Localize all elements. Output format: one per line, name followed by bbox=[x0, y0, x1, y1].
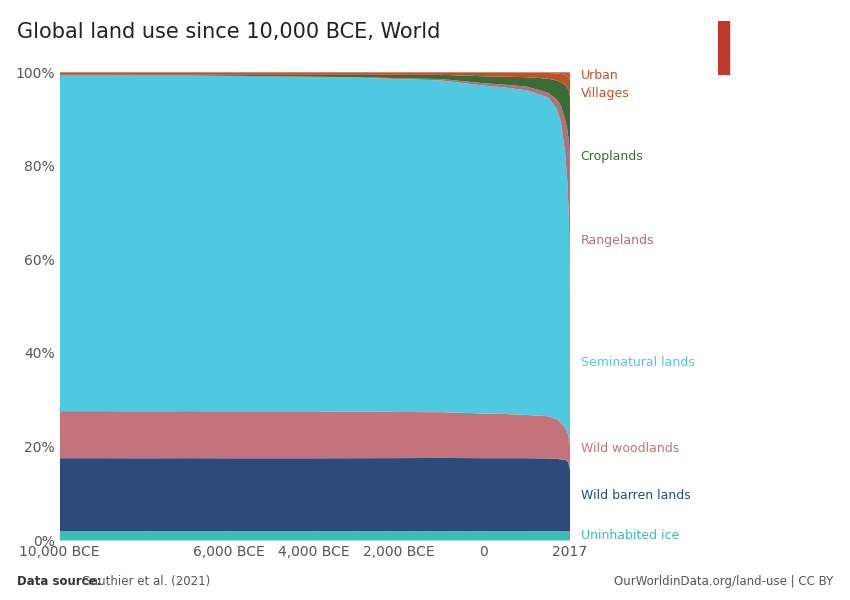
Text: Villages: Villages bbox=[581, 86, 629, 100]
Text: OurWorldinData.org/land-use | CC BY: OurWorldinData.org/land-use | CC BY bbox=[614, 575, 833, 588]
Text: Uninhabited ice: Uninhabited ice bbox=[581, 529, 679, 542]
Text: Wild barren lands: Wild barren lands bbox=[581, 489, 690, 502]
Text: Global land use since 10,000 BCE, World: Global land use since 10,000 BCE, World bbox=[17, 22, 440, 42]
Text: Rangelands: Rangelands bbox=[581, 234, 654, 247]
Text: Data source:: Data source: bbox=[17, 575, 101, 588]
Text: Our World
in Data: Our World in Data bbox=[751, 36, 811, 58]
Text: Gauthier et al. (2021): Gauthier et al. (2021) bbox=[78, 575, 211, 588]
Text: Seminatural lands: Seminatural lands bbox=[581, 356, 694, 368]
Text: Urban: Urban bbox=[581, 69, 618, 82]
Text: Wild woodlands: Wild woodlands bbox=[581, 442, 679, 455]
Bar bbox=[718, 21, 729, 75]
Text: Croplands: Croplands bbox=[581, 150, 643, 163]
